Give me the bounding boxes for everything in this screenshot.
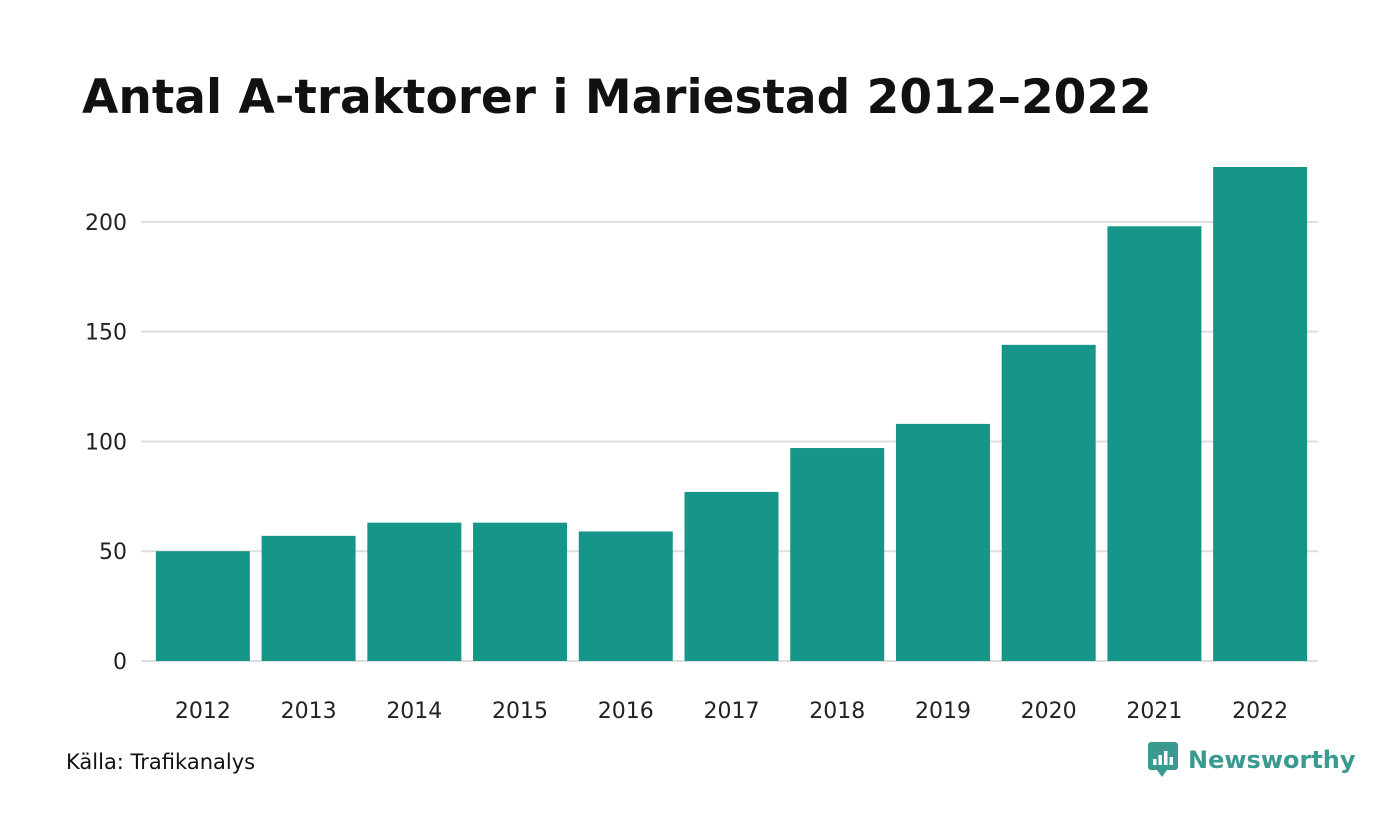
x-tick-label: 2017: [704, 699, 760, 724]
y-tick-label: 100: [85, 430, 127, 455]
bar-2022: [1213, 167, 1308, 661]
bar-2020: [1001, 344, 1096, 661]
x-tick-label: 2022: [1232, 699, 1288, 724]
x-tick-label: 2018: [809, 699, 865, 724]
x-tick-label: 2020: [1021, 699, 1077, 724]
x-axis-ticks: 2012 2013 2014 2015 2016 2017 2018 2019 2020 2021…: [175, 699, 1288, 724]
x-tick-label: 2012: [175, 699, 231, 724]
y-tick-label: 50: [99, 540, 127, 565]
chart-title: Antal A-traktorer i Mariestad 2012–2022: [82, 70, 1152, 125]
bar-2013: [261, 535, 356, 661]
bars: [155, 167, 1308, 661]
x-tick-label: 2016: [598, 699, 654, 724]
bar-2017: [684, 491, 779, 661]
bar-2015: [473, 522, 568, 661]
x-tick-label: 2013: [281, 699, 337, 724]
bar-2019: [895, 423, 990, 661]
newsworthy-logo-icon: [1148, 742, 1178, 777]
x-tick-label: 2021: [1126, 699, 1182, 724]
bar-2014: [367, 522, 462, 661]
x-tick-label: 2015: [492, 699, 548, 724]
y-tick-label: 200: [85, 211, 127, 236]
brand-name: Newsworthy: [1188, 746, 1356, 774]
bar-2012: [155, 551, 250, 661]
x-tick-label: 2014: [386, 699, 442, 724]
bar-2018: [790, 448, 885, 661]
y-axis-ticks: 0 50 100 150 200: [85, 211, 127, 675]
y-tick-label: 0: [113, 650, 127, 675]
source-note: Källa: Trafikanalys: [66, 750, 256, 774]
bar-2016: [578, 531, 673, 661]
y-tick-label: 150: [85, 321, 127, 346]
brand: Newsworthy: [1148, 742, 1356, 778]
x-tick-label: 2019: [915, 699, 971, 724]
bar-2021: [1107, 226, 1202, 661]
